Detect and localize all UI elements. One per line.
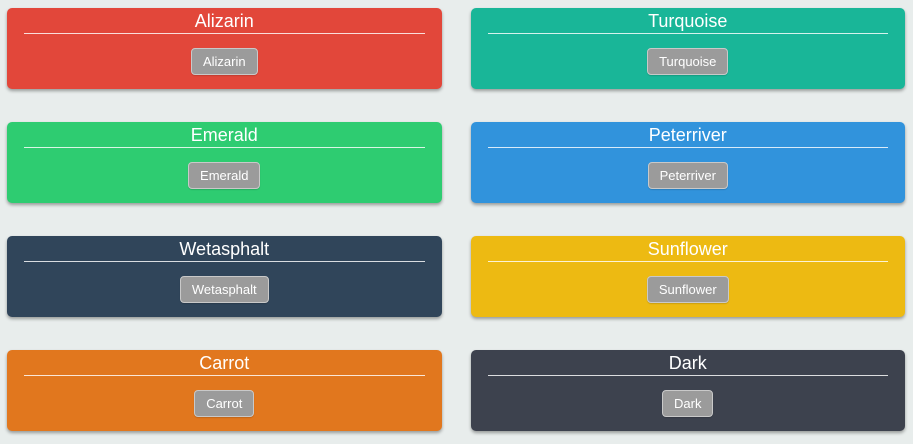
card-divider [24,147,425,148]
card-divider [487,261,888,262]
alizarin-button[interactable]: Alizarin [190,48,258,75]
button-row: Emerald [7,162,442,189]
button-row: Wetasphalt [7,276,442,303]
theme-card-carrot: Carrot Carrot [7,350,442,431]
button-row: Peterriver [471,162,906,189]
card-divider [24,375,425,376]
theme-card-alizarin: Alizarin Alizarin [7,8,442,89]
theme-card-turquoise: Turquoise Turquoise [470,8,906,89]
theme-card-peterriver: Peterriver Peterriver [470,122,906,203]
button-row: Sunflower [471,276,906,303]
dark-button[interactable]: Dark [662,390,714,417]
card-title: Wetasphalt [179,239,270,259]
card-title: Dark [668,353,707,373]
theme-card-wetasphalt: Wetasphalt Wetasphalt [7,236,442,317]
card-title: Sunflower [647,239,728,259]
card-title: Emerald [190,125,258,145]
card-divider [24,261,425,262]
card-title: Peterriver [648,125,727,145]
card-divider [487,147,888,148]
theme-card-emerald: Emerald Emerald [7,122,442,203]
wetasphalt-button[interactable]: Wetasphalt [179,276,269,303]
emerald-button[interactable]: Emerald [188,162,261,189]
turquoise-button[interactable]: Turquoise [647,48,729,75]
card-title: Alizarin [194,11,254,31]
theme-card-dark: Dark Dark [470,350,906,431]
carrot-button[interactable]: Carrot [194,390,255,417]
theme-card-grid: Alizarin Alizarin Turquoise Turquoise Em… [7,8,906,431]
card-divider [24,33,425,34]
button-row: Turquoise [471,48,906,75]
card-title: Carrot [199,353,250,373]
card-divider [487,33,888,34]
card-divider [487,375,888,376]
button-row: Dark [471,390,906,417]
peterriver-button[interactable]: Peterriver [647,162,728,189]
button-row: Alizarin [7,48,442,75]
card-title: Turquoise [648,11,728,31]
theme-card-sunflower: Sunflower Sunflower [470,236,906,317]
button-row: Carrot [7,390,442,417]
sunflower-button[interactable]: Sunflower [646,276,729,303]
